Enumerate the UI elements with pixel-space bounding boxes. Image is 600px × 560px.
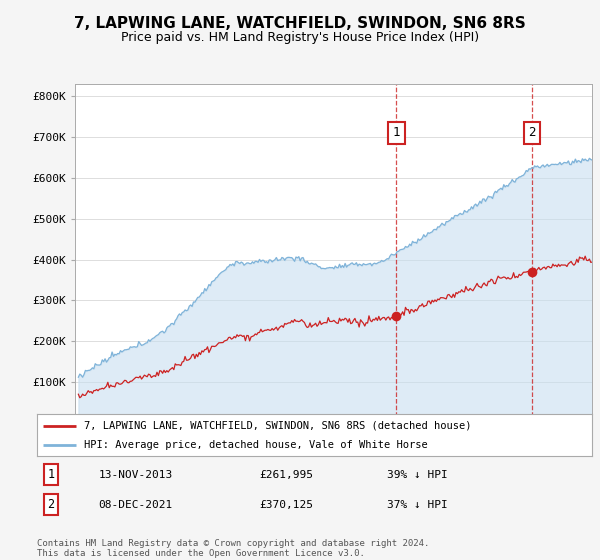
Text: £261,995: £261,995 [259,470,313,479]
Text: 1: 1 [392,127,400,139]
Text: 37% ↓ HPI: 37% ↓ HPI [387,500,448,510]
Text: Price paid vs. HM Land Registry's House Price Index (HPI): Price paid vs. HM Land Registry's House … [121,31,479,44]
Text: 08-DEC-2021: 08-DEC-2021 [98,500,173,510]
Text: HPI: Average price, detached house, Vale of White Horse: HPI: Average price, detached house, Vale… [85,440,428,450]
Text: 39% ↓ HPI: 39% ↓ HPI [387,470,448,479]
Text: 1: 1 [47,468,55,481]
Text: 2: 2 [47,498,55,511]
Text: £370,125: £370,125 [259,500,313,510]
Text: 2: 2 [529,127,536,139]
Text: Contains HM Land Registry data © Crown copyright and database right 2024.
This d: Contains HM Land Registry data © Crown c… [37,539,430,558]
Text: 7, LAPWING LANE, WATCHFIELD, SWINDON, SN6 8RS: 7, LAPWING LANE, WATCHFIELD, SWINDON, SN… [74,16,526,31]
Text: 7, LAPWING LANE, WATCHFIELD, SWINDON, SN6 8RS (detached house): 7, LAPWING LANE, WATCHFIELD, SWINDON, SN… [85,421,472,431]
Text: 13-NOV-2013: 13-NOV-2013 [98,470,173,479]
